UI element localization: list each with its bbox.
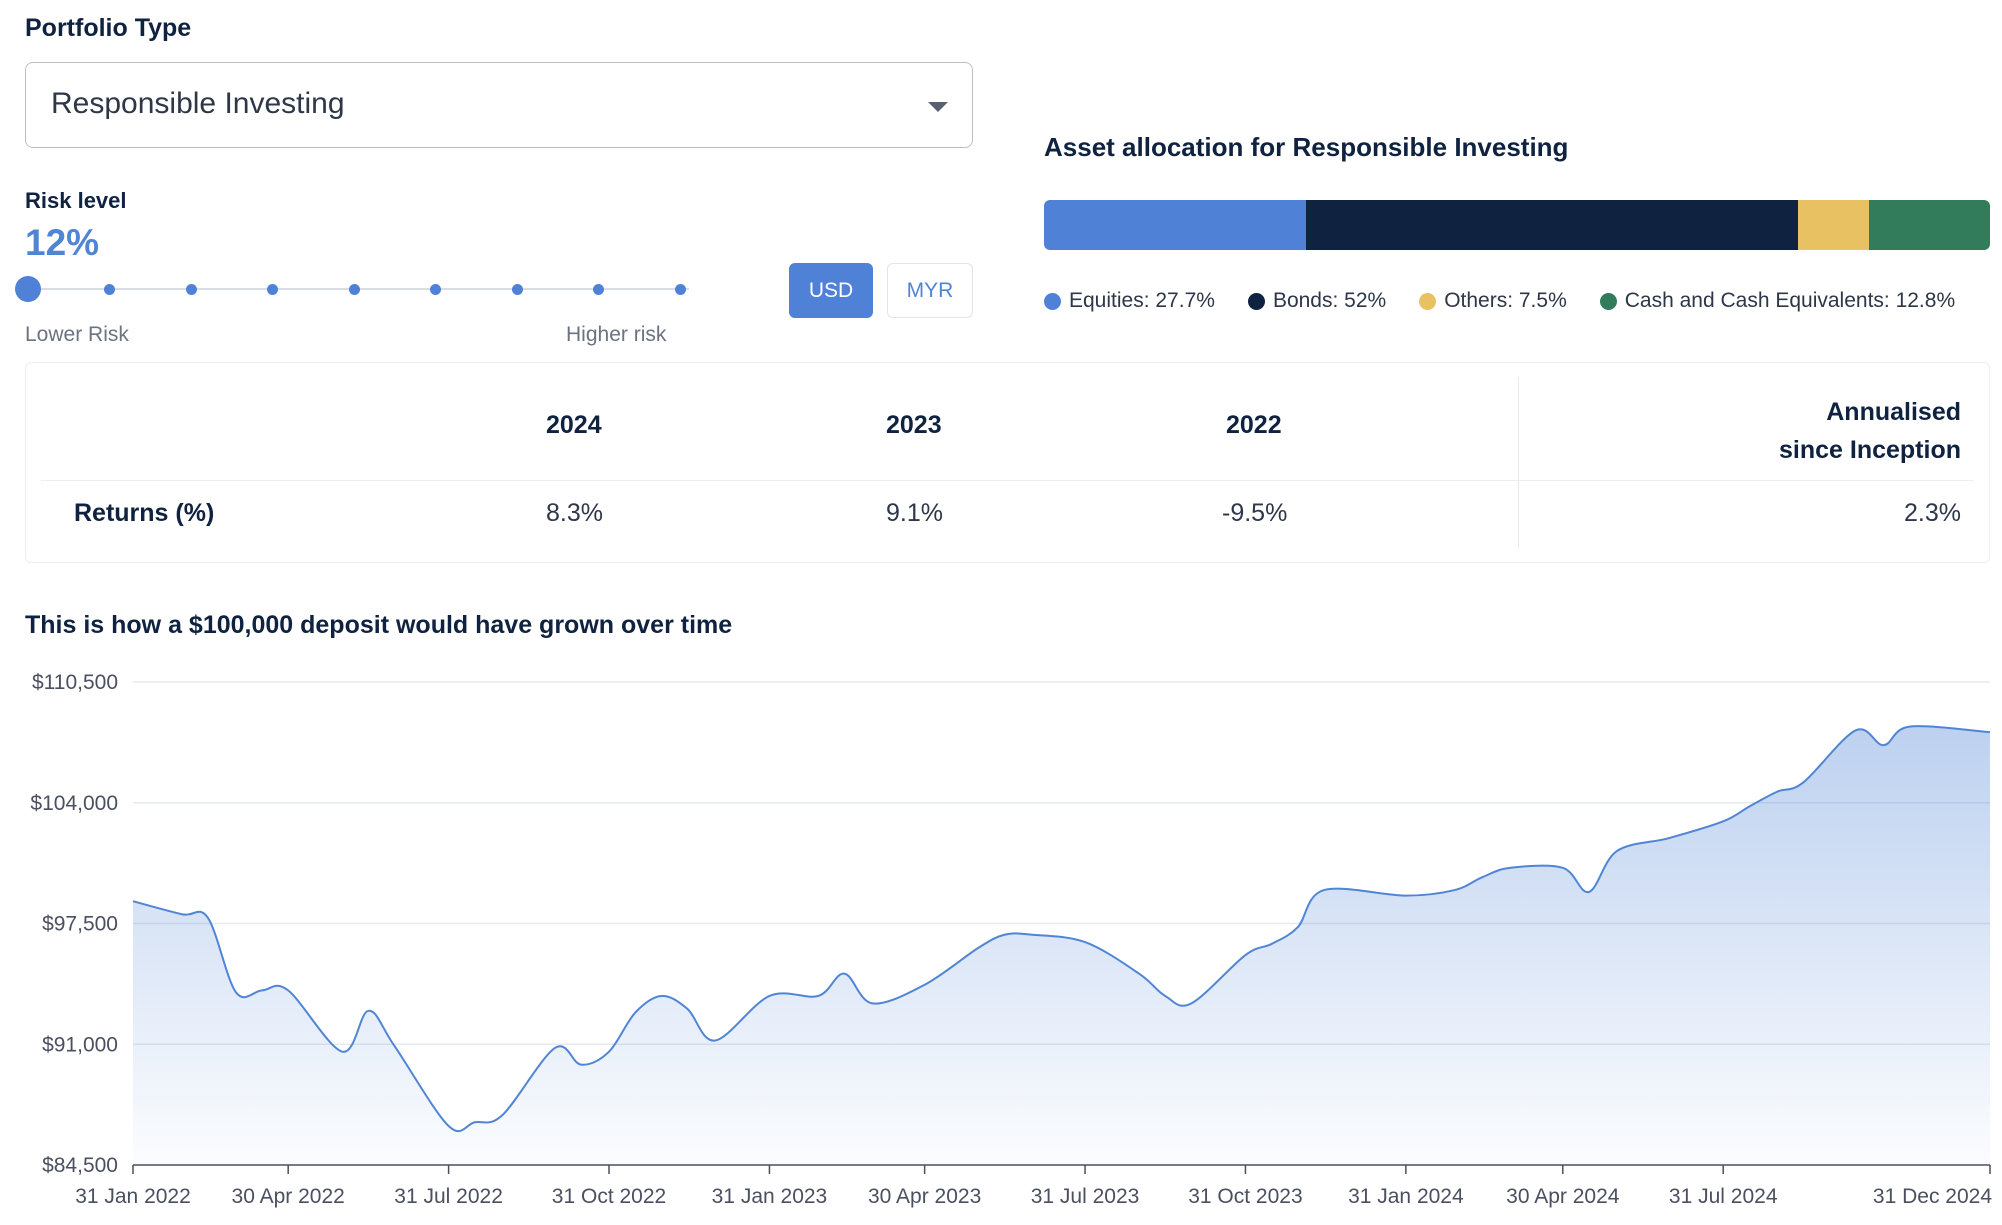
returns-value-2022: -9.5% bbox=[1222, 499, 1288, 527]
myr-button[interactable]: MYR bbox=[887, 263, 973, 318]
returns-value-2024: 8.3% bbox=[546, 499, 603, 527]
risk-slider-step[interactable] bbox=[593, 284, 604, 295]
growth-line bbox=[132, 725, 1991, 1133]
y-tick-label: $84,500 bbox=[42, 1154, 118, 1177]
risk-slider-thumb[interactable] bbox=[15, 276, 41, 302]
lower-risk-label: Lower Risk bbox=[25, 323, 129, 346]
risk-slider-step[interactable] bbox=[348, 284, 360, 295]
x-tick-label: 31 Dec 2024 bbox=[1873, 1185, 1992, 1208]
allocation-segment bbox=[1306, 200, 1798, 250]
annualised-line-2: since Inception bbox=[1779, 436, 1961, 464]
returns-table: 2024 2023 2022 Annualised since Inceptio… bbox=[25, 362, 1990, 563]
y-tick-label: $91,000 bbox=[42, 1033, 118, 1056]
growth-chart-title: This is how a $100,000 deposit would hav… bbox=[25, 611, 733, 639]
risk-slider-step[interactable] bbox=[430, 284, 441, 295]
asset-allocation-title: Asset allocation for Responsible Investi… bbox=[1044, 132, 1569, 162]
risk-slider-step[interactable] bbox=[267, 284, 278, 295]
returns-header-annualised: Annualised since Inception bbox=[1779, 393, 1961, 469]
risk-level-label: Risk level bbox=[25, 188, 127, 213]
risk-slider-step[interactable] bbox=[674, 284, 686, 295]
legend-item: Equities: 27.7% bbox=[1044, 289, 1215, 313]
legend-dot-icon bbox=[1247, 292, 1265, 310]
returns-header-2023: 2023 bbox=[886, 411, 942, 439]
higher-risk-label: Higher risk bbox=[566, 323, 667, 346]
returns-column-divider bbox=[1518, 377, 1519, 548]
usd-button[interactable]: USD bbox=[789, 263, 873, 318]
risk-slider-step[interactable] bbox=[104, 284, 115, 295]
returns-value-annualised: 2.3% bbox=[1904, 499, 1961, 527]
x-tick-label: 31 Jan 2023 bbox=[712, 1185, 828, 1208]
portfolio-type-value: Responsible Investing bbox=[51, 87, 345, 120]
legend-label: Others: 7.5% bbox=[1444, 289, 1567, 312]
y-tick-label: $97,500 bbox=[42, 913, 118, 936]
legend-item: Bonds: 52% bbox=[1247, 289, 1387, 313]
returns-row-divider bbox=[41, 480, 1974, 481]
x-tick-label: 31 Oct 2023 bbox=[1188, 1185, 1302, 1208]
annualised-line-1: Annualised bbox=[1826, 398, 1961, 426]
x-tick-label: 30 Apr 2024 bbox=[1506, 1185, 1620, 1208]
asset-allocation-bar bbox=[1044, 200, 1990, 250]
legend-label: Bonds: 52% bbox=[1272, 289, 1387, 312]
portfolio-type-select[interactable]: Responsible Investing bbox=[25, 62, 973, 148]
x-tick-label: 31 Jan 2022 bbox=[75, 1185, 191, 1208]
allocation-segment bbox=[1868, 200, 1990, 250]
x-tick-label: 30 Apr 2023 bbox=[868, 1185, 981, 1208]
risk-level-slider[interactable] bbox=[15, 270, 695, 308]
growth-area bbox=[133, 726, 1990, 1165]
returns-row-label: Returns (%) bbox=[74, 499, 215, 527]
allocation-segment bbox=[1044, 200, 1307, 250]
risk-slider-step[interactable] bbox=[185, 284, 197, 295]
legend-label: Cash and Cash Equivalents: 12.8% bbox=[1624, 289, 1956, 312]
x-tick-label: 31 Oct 2022 bbox=[552, 1185, 666, 1208]
legend-dot-icon bbox=[1599, 292, 1617, 310]
allocation-segment bbox=[1797, 200, 1869, 250]
asset-allocation-legend: Equities: 27.7% Bonds: 52% Others: 7.5% Cas… bbox=[1044, 289, 1955, 313]
y-tick-label: $104,000 bbox=[30, 792, 118, 815]
x-tick-label: 30 Apr 2022 bbox=[232, 1185, 345, 1208]
legend-item: Cash and Cash Equivalents: 12.8% bbox=[1599, 289, 1956, 313]
risk-level-value: 12% bbox=[25, 222, 100, 263]
returns-header-2022: 2022 bbox=[1226, 411, 1282, 439]
chevron-down-icon bbox=[928, 102, 948, 112]
portfolio-type-label: Portfolio Type bbox=[25, 14, 192, 42]
x-tick-label: 31 Jul 2023 bbox=[1031, 1185, 1140, 1208]
growth-chart: $110,500 $104,000 $97,500 $91,000 $84,500 31 … bbox=[30, 671, 1992, 1208]
x-tick-label: 31 Jan 2024 bbox=[1348, 1185, 1464, 1208]
x-tick-label: 31 Jul 2024 bbox=[1669, 1185, 1778, 1208]
returns-value-2023: 9.1% bbox=[886, 499, 943, 527]
x-tick-label: 31 Jul 2022 bbox=[394, 1185, 503, 1208]
legend-label: Equities: 27.7% bbox=[1069, 289, 1215, 312]
legend-dot-icon bbox=[1044, 292, 1061, 310]
legend-item: Others: 7.5% bbox=[1419, 289, 1567, 313]
legend-dot-icon bbox=[1419, 292, 1437, 310]
y-tick-label: $110,500 bbox=[32, 671, 118, 694]
returns-header-2024: 2024 bbox=[546, 411, 602, 439]
risk-slider-step[interactable] bbox=[511, 284, 523, 295]
